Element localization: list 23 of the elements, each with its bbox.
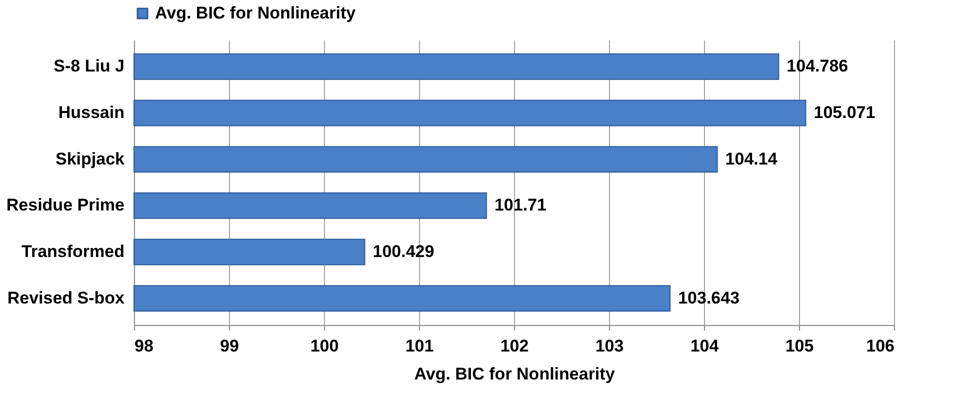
y-tick-label: Hussain <box>58 102 124 122</box>
text: 103.643 <box>678 288 740 308</box>
x-tick-label: 98 <box>134 336 154 356</box>
x-tick-label: 105 <box>785 336 814 356</box>
x-tick-label: 103 <box>595 336 624 356</box>
legend-label: Avg. BIC for Nonlinearity <box>155 4 356 22</box>
x-tick-label: 99 <box>220 336 239 356</box>
x-tick-label: 106 <box>866 336 894 356</box>
text: 104.14 <box>725 149 778 168</box>
x-tick-label: 101 <box>405 336 434 356</box>
x-tick-label: 100 <box>310 336 339 356</box>
text: 105.071 <box>814 102 876 122</box>
y-tick-label: Transformed <box>22 242 124 262</box>
text: 100.429 <box>372 242 434 262</box>
x-axis-title: Avg. BIC for Nonlinearity <box>414 364 616 384</box>
text: 101.71 <box>494 196 546 215</box>
y-tick-label: Residue Prime <box>6 196 124 215</box>
y-tick-label: Skipjack <box>56 149 126 168</box>
text: 104.786 <box>786 56 848 76</box>
y-tick-label: Revised S-box <box>7 288 126 308</box>
x-tick-label: 102 <box>500 336 529 356</box>
y-tick-label: S-8 Liu J <box>54 56 124 76</box>
x-tick-label: 104 <box>690 336 720 356</box>
